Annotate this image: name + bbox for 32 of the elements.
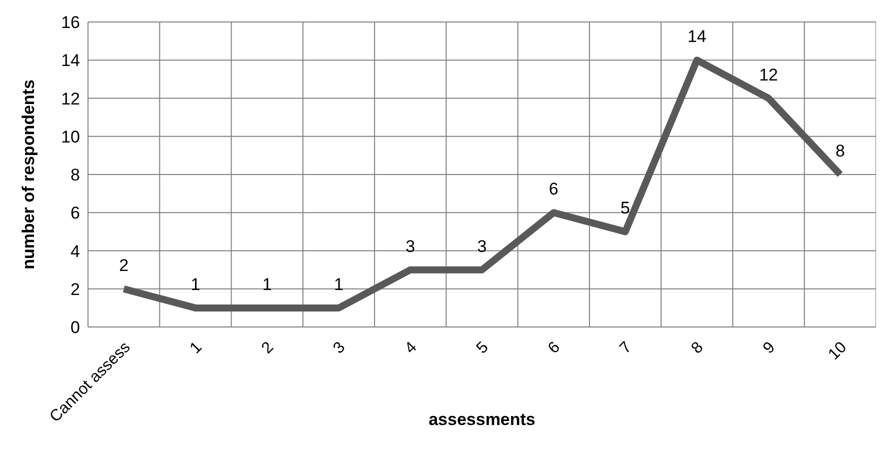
data-label: 3 bbox=[477, 236, 487, 256]
x-tick-label: 10 bbox=[825, 338, 850, 364]
data-label: 1 bbox=[190, 274, 200, 294]
y-tick-label: 2 bbox=[70, 280, 80, 299]
data-label: 1 bbox=[262, 274, 272, 294]
data-label: 5 bbox=[620, 198, 630, 218]
data-label: 3 bbox=[406, 236, 416, 256]
x-tick-label: 2 bbox=[258, 338, 278, 358]
y-tick-label: 0 bbox=[70, 318, 80, 338]
x-tick-label: 6 bbox=[545, 338, 564, 358]
y-tick-label: 12 bbox=[61, 89, 80, 108]
data-label: 1 bbox=[334, 274, 344, 294]
data-label: 6 bbox=[548, 180, 558, 199]
data-label: 12 bbox=[759, 65, 778, 84]
y-tick-label: 6 bbox=[70, 204, 80, 223]
data-label: 8 bbox=[835, 142, 845, 160]
x-tick-label: 4 bbox=[402, 338, 420, 358]
data-label: 2 bbox=[119, 256, 129, 275]
y-tick-label: 4 bbox=[70, 242, 80, 261]
x-tick-label: 5 bbox=[474, 338, 492, 358]
x-tick-label: 9 bbox=[760, 338, 779, 358]
x-tick-label: 8 bbox=[688, 338, 707, 358]
y-tick-label: 16 bbox=[61, 13, 80, 32]
y-tick-label: 10 bbox=[61, 127, 80, 146]
x-tick-label: 7 bbox=[616, 338, 636, 358]
y-axis-title: number of respondents bbox=[19, 80, 38, 270]
y-tick-label: 8 bbox=[70, 166, 80, 185]
x-axis-title: assessments bbox=[428, 410, 536, 429]
y-tick-label: 14 bbox=[61, 51, 80, 70]
x-tick-label: 1 bbox=[187, 338, 206, 358]
x-tick-label: 3 bbox=[330, 338, 349, 358]
data-label: 14 bbox=[687, 27, 706, 46]
